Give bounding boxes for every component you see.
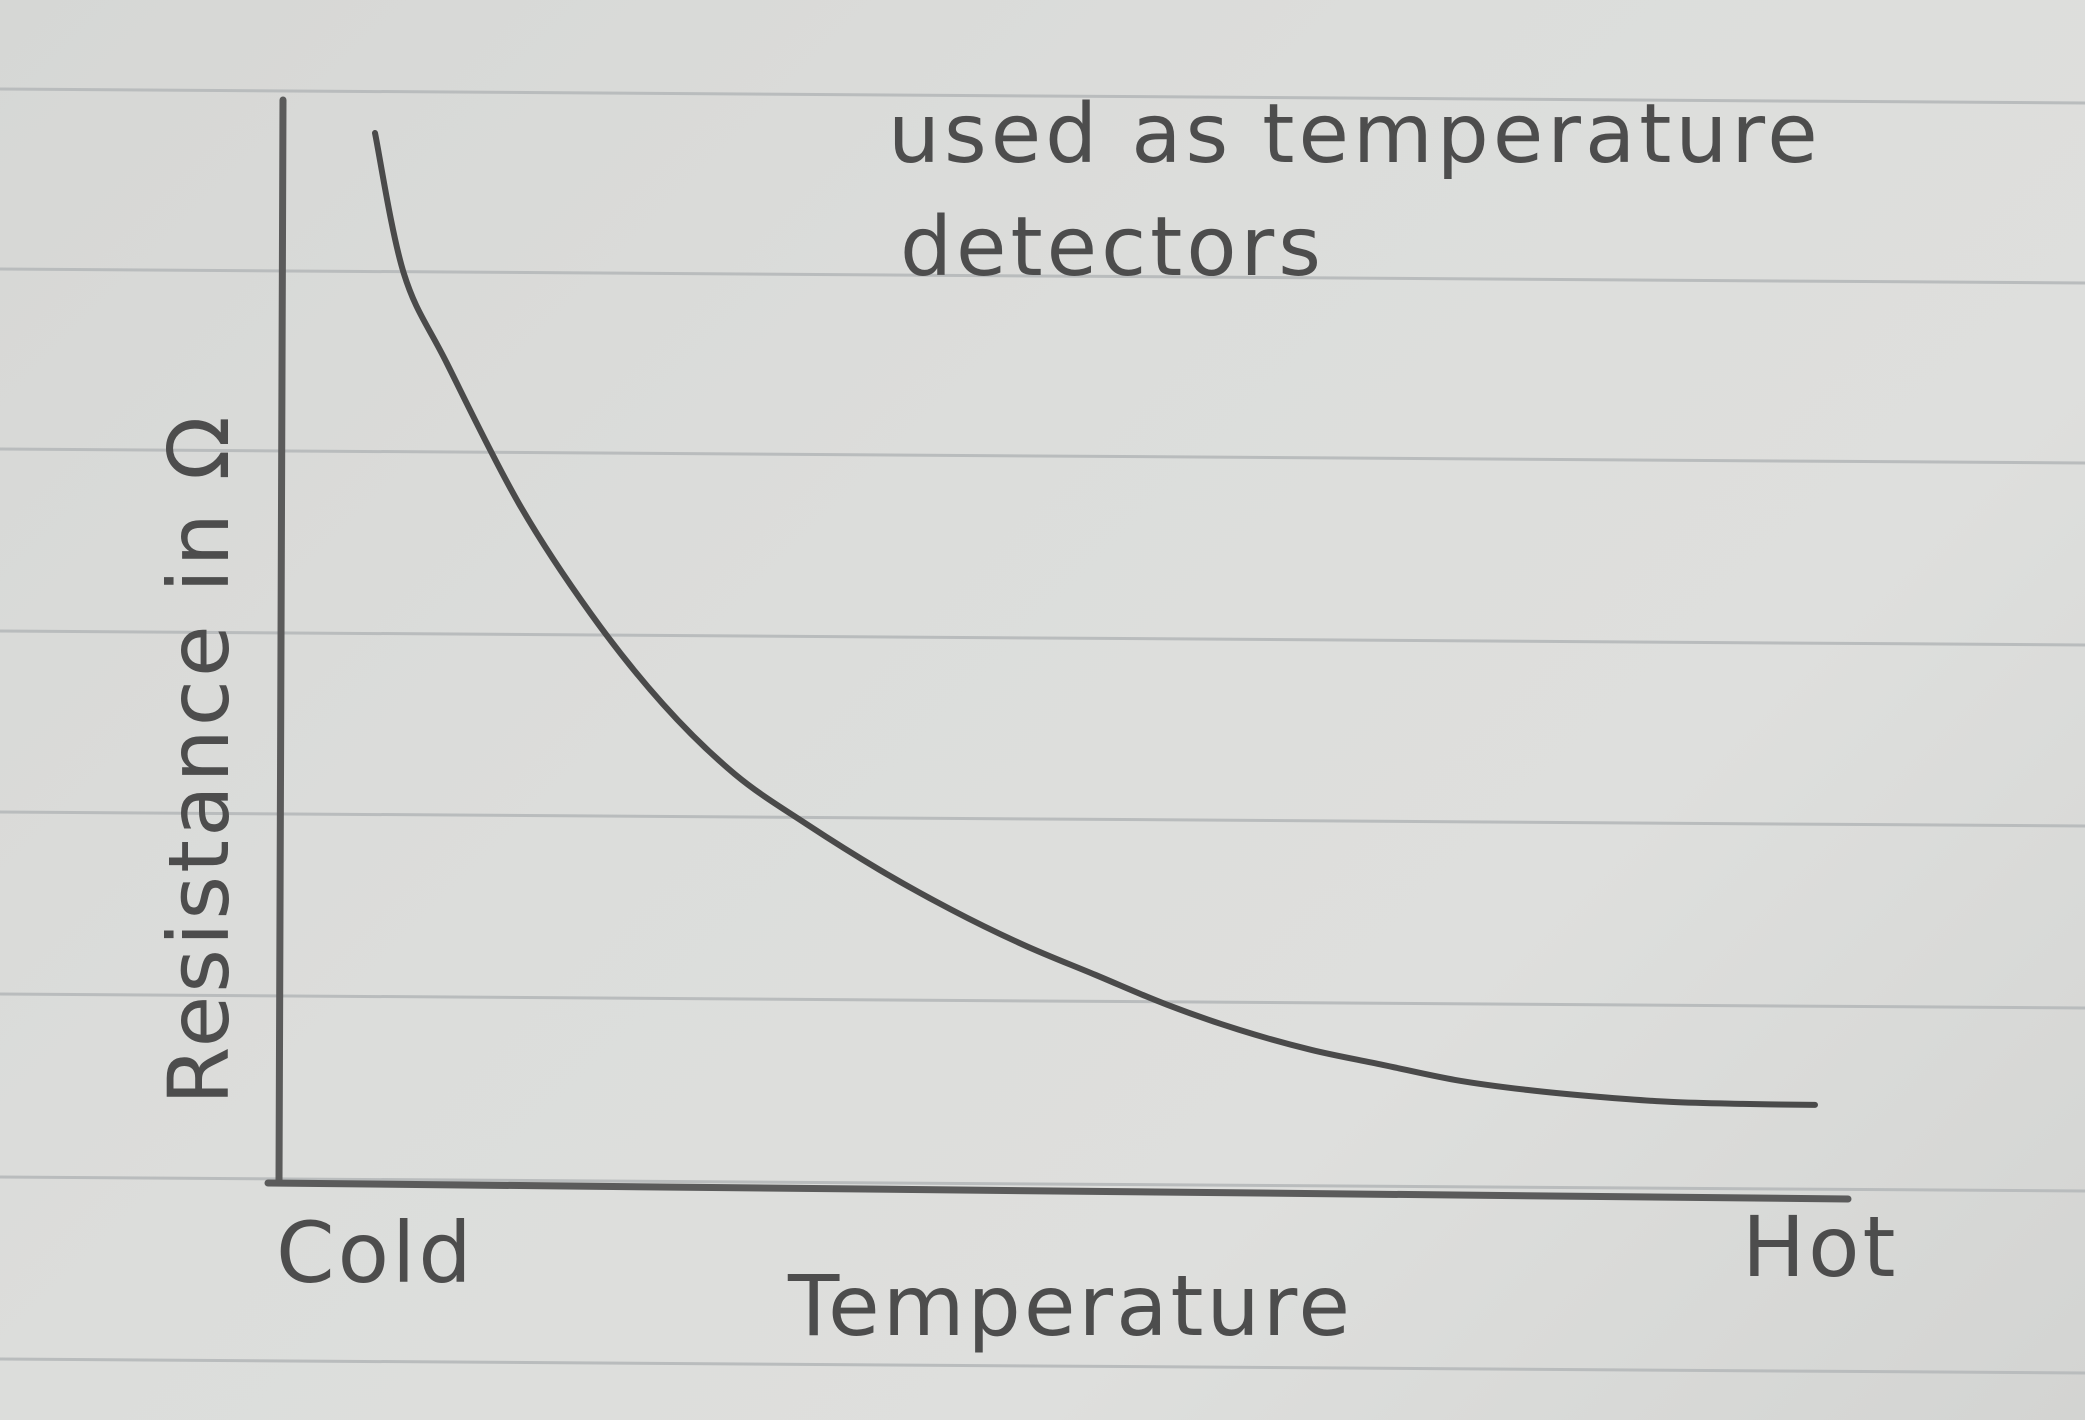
ruled-line <box>0 992 2085 1010</box>
ruled-line <box>0 629 2085 647</box>
x-tick-label-hot: Hot <box>1742 1198 1899 1296</box>
series-line <box>372 130 1818 1108</box>
ruled-line <box>0 810 2085 828</box>
x-axis-line <box>264 1179 1852 1203</box>
ruled-line <box>0 447 2085 465</box>
ruled-line <box>0 1175 2085 1193</box>
y-axis-line <box>275 96 287 1187</box>
y-axis-title: Resistance in Ω <box>150 413 248 1105</box>
ruled-line <box>0 267 2085 285</box>
ruled-line <box>0 1357 2085 1375</box>
ruled-paper-lines <box>0 87 2085 1375</box>
ruled-line <box>0 87 2085 105</box>
annotation-line-1: used as temperature <box>888 87 1822 182</box>
x-tick-label-cold: Cold <box>276 1204 475 1302</box>
x-axis-title: Temperature <box>787 1257 1353 1355</box>
annotation-line-2: detectors <box>900 200 1325 295</box>
